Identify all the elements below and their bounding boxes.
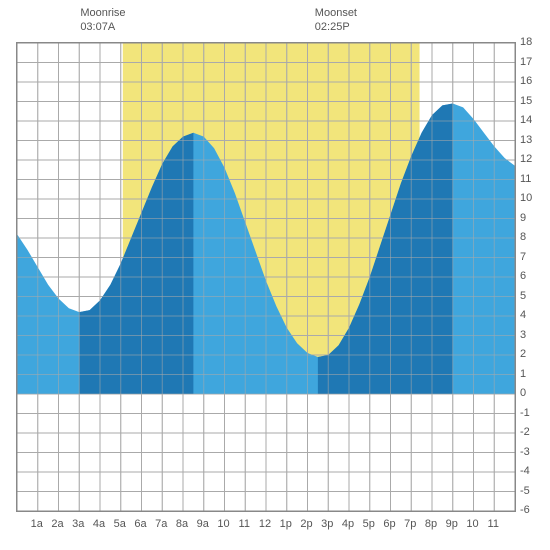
x-tick-label: 7p: [404, 518, 416, 530]
x-tick-label: 7a: [155, 518, 167, 530]
x-tick-label: 8p: [425, 518, 437, 530]
x-tick-label: 10: [466, 518, 478, 530]
x-tick-label: 1p: [280, 518, 292, 530]
moonset-time: 02:25P: [315, 21, 350, 33]
y-tick-label: 7: [520, 251, 526, 263]
x-tick-label: 9a: [197, 518, 209, 530]
y-tick-label: -6: [520, 504, 530, 516]
x-tick-label: 6a: [134, 518, 146, 530]
y-tick-label: -5: [520, 485, 530, 497]
y-tick-label: 3: [520, 329, 526, 341]
y-tick-label: 12: [520, 153, 532, 165]
x-tick-label: 10: [217, 518, 229, 530]
x-tick-label: 8a: [176, 518, 188, 530]
plot-area: [16, 42, 516, 512]
x-tick-label: 3p: [321, 518, 333, 530]
y-tick-label: 4: [520, 309, 526, 321]
moonrise-time: 03:07A: [80, 21, 115, 33]
moonrise-label: Moonrise 03:07A: [80, 6, 125, 35]
y-tick-label: 16: [520, 75, 532, 87]
y-tick-label: 17: [520, 56, 532, 68]
x-tick-label: 5p: [363, 518, 375, 530]
x-tick-label: 5a: [114, 518, 126, 530]
y-tick-label: -1: [520, 407, 530, 419]
x-tick-label: 2a: [51, 518, 63, 530]
tide-chart: Moonrise 03:07A Moonset 02:25P -6 -5 -4 -3 -…: [0, 0, 550, 550]
y-tick-label: 18: [520, 36, 532, 48]
x-tick-label: 4a: [93, 518, 105, 530]
y-tick-label: 8: [520, 231, 526, 243]
x-tick-label: 3a: [72, 518, 84, 530]
y-tick-label: 6: [520, 270, 526, 282]
x-tick-label: 9p: [446, 518, 458, 530]
moonset-title: Moonset: [315, 7, 357, 19]
moonrise-title: Moonrise: [80, 7, 125, 19]
y-tick-label: 11: [520, 173, 531, 185]
x-tick-label: 1a: [31, 518, 43, 530]
y-tick-label: -2: [520, 426, 530, 438]
moonset-label: Moonset 02:25P: [315, 6, 357, 35]
y-tick-label: -4: [520, 465, 530, 477]
y-tick-label: 1: [520, 368, 526, 380]
y-tick-label: 5: [520, 290, 526, 302]
y-tick-label: 2: [520, 348, 526, 360]
x-tick-label: 6p: [383, 518, 395, 530]
y-tick-label: 10: [520, 192, 532, 204]
y-tick-label: 15: [520, 95, 532, 107]
y-tick-label: 0: [520, 387, 526, 399]
x-tick-label: 11: [488, 518, 499, 530]
x-tick-label: 2p: [300, 518, 312, 530]
x-tick-label: 4p: [342, 518, 354, 530]
y-tick-label: 13: [520, 134, 532, 146]
y-tick-label: -3: [520, 446, 530, 458]
y-tick-label: 9: [520, 212, 526, 224]
x-tick-label: 11: [239, 518, 250, 530]
y-tick-label: 14: [520, 114, 532, 126]
x-tick-label: 12: [259, 518, 271, 530]
